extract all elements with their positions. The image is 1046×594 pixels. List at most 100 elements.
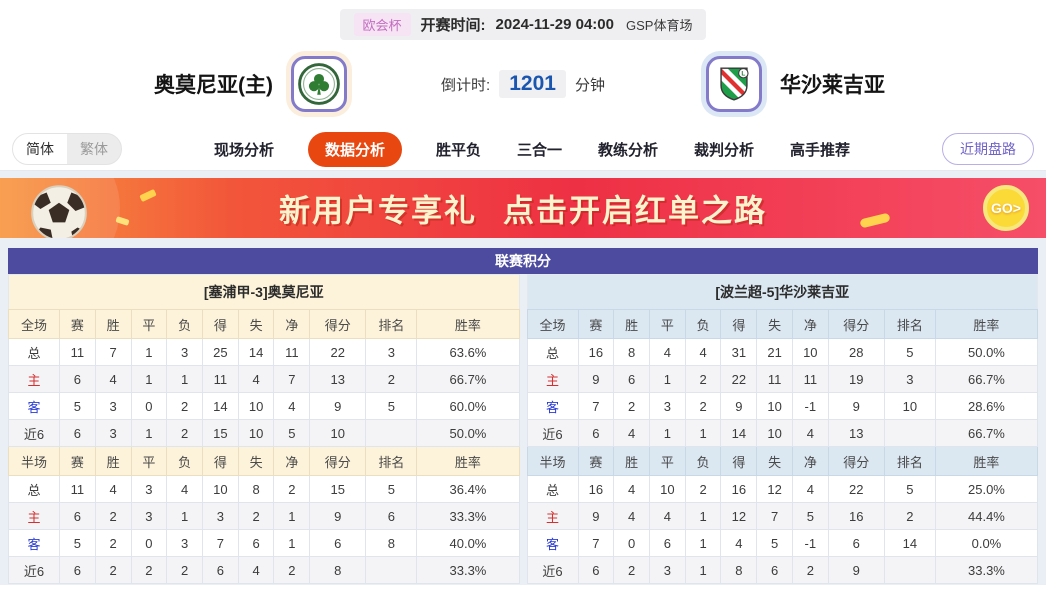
table-cell: 6 bbox=[756, 556, 793, 584]
row-label: 主 bbox=[7, 502, 61, 530]
promo-banner[interactable]: 新用户专享礼 点击开启红单之路 GO> bbox=[0, 178, 1046, 238]
tab-1[interactable]: 数据分析 bbox=[307, 131, 402, 167]
table-cell: 12 bbox=[756, 475, 793, 503]
table-cell: 2 bbox=[130, 556, 168, 584]
home-team-name: 奥莫尼亚(主) bbox=[154, 74, 274, 97]
recent-odds-button[interactable]: 近期盘路 bbox=[942, 133, 1034, 165]
table-cell: 1 bbox=[130, 365, 168, 393]
table-cell: 10 bbox=[237, 392, 275, 420]
table-row: 近6 6 3 1 2 15 10 5 10 50.0% bbox=[7, 419, 520, 447]
table-cell: 2 bbox=[237, 502, 275, 530]
table-cell: 5 bbox=[59, 529, 96, 557]
table-cell: 22 bbox=[309, 338, 367, 366]
column-header: 赛 bbox=[577, 309, 615, 339]
table-cell: 6 bbox=[613, 365, 651, 393]
column-header: 失 bbox=[756, 446, 793, 476]
table-cell: 6 bbox=[577, 419, 615, 447]
ribbon-swoosh-icon bbox=[859, 212, 891, 229]
column-header: 胜率 bbox=[934, 309, 1039, 339]
table-cell: 4 bbox=[613, 419, 651, 447]
column-header: 排名 bbox=[883, 446, 936, 476]
column-header: 胜 bbox=[94, 309, 132, 339]
table-cell: 7 bbox=[201, 529, 239, 557]
column-header: 半场 bbox=[526, 446, 579, 476]
table-cell: 16 bbox=[577, 475, 615, 503]
table-row: 客 5 3 0 2 14 10 4 9 5 60.0% bbox=[7, 392, 520, 420]
column-header: 全场 bbox=[526, 309, 579, 339]
table-cell: 16 bbox=[827, 502, 885, 530]
table-cell: 4 bbox=[273, 392, 311, 420]
table-cell: 66.7% bbox=[934, 365, 1039, 393]
table-cell: 22 bbox=[827, 475, 885, 503]
row-label: 近6 bbox=[526, 419, 579, 447]
table-cell: 12 bbox=[720, 502, 758, 530]
banner-subtitle: 点击开启红单之路 bbox=[503, 193, 767, 229]
table-cell: 4 bbox=[649, 338, 686, 366]
table-cell: 7 bbox=[577, 392, 615, 420]
confetti-icon bbox=[115, 216, 130, 226]
standings-title: 联赛积分 bbox=[8, 248, 1038, 274]
table-cell: 10 bbox=[756, 392, 793, 420]
table-cell: 3 bbox=[166, 338, 203, 366]
table-cell: 4 bbox=[237, 556, 275, 584]
tab-0[interactable]: 现场分析 bbox=[213, 141, 274, 159]
column-header: 净 bbox=[273, 446, 311, 476]
column-header: 负 bbox=[684, 309, 722, 339]
tab-4[interactable]: 教练分析 bbox=[598, 141, 659, 159]
table-cell: 4 bbox=[791, 419, 829, 447]
table-cell: 4 bbox=[94, 475, 132, 503]
table-cell: 8 bbox=[237, 475, 275, 503]
table-row: 总 11 4 3 4 10 8 2 15 5 36.4% bbox=[7, 475, 520, 503]
column-header-row: 全场赛胜平负得失净得分 排名 胜率 bbox=[526, 309, 1039, 339]
column-header: 胜 bbox=[94, 446, 132, 476]
venue-label: GSP体育场 bbox=[625, 18, 693, 33]
away-standings-table: 全场赛胜平负得失净得分 排名 胜率总 16 8 4 4 31 21 10 28 5 50.0% 主 9 6 1 2… bbox=[526, 309, 1039, 584]
countdown-label: 倒计时: bbox=[441, 76, 491, 94]
row-label: 近6 bbox=[7, 556, 61, 584]
table-cell: 2 bbox=[94, 556, 132, 584]
lang-traditional[interactable]: 繁体 bbox=[80, 141, 108, 157]
table-cell: 6 bbox=[59, 556, 96, 584]
row-label: 客 bbox=[7, 529, 61, 557]
table-cell: 16 bbox=[577, 338, 615, 366]
table-cell: 2 bbox=[791, 556, 829, 584]
table-cell: 11 bbox=[59, 338, 96, 366]
column-header: 负 bbox=[166, 446, 203, 476]
table-cell: 11 bbox=[273, 338, 311, 366]
go-button[interactable]: GO> bbox=[983, 185, 1029, 231]
table-cell: 6 bbox=[577, 556, 615, 584]
table-cell: 11 bbox=[201, 365, 239, 393]
table-cell: 9 bbox=[309, 502, 367, 530]
row-label: 近6 bbox=[7, 419, 61, 447]
lang-simplified[interactable]: 简体 bbox=[13, 134, 67, 164]
table-cell: 9 bbox=[309, 392, 367, 420]
table-cell: 14 bbox=[201, 392, 239, 420]
table-cell: 11 bbox=[756, 365, 793, 393]
table-cell: 28.6% bbox=[934, 392, 1039, 420]
tab-5[interactable]: 裁判分析 bbox=[694, 141, 755, 159]
table-cell: 4 bbox=[684, 338, 722, 366]
table-cell: 1 bbox=[649, 365, 686, 393]
table-cell: 10 bbox=[883, 392, 936, 420]
table-cell: 6 bbox=[59, 502, 96, 530]
table-cell: 10 bbox=[201, 475, 239, 503]
table-cell: 3 bbox=[883, 365, 936, 393]
column-header: 得 bbox=[720, 309, 758, 339]
table-cell: 9 bbox=[827, 556, 885, 584]
table-cell: 50.0% bbox=[416, 419, 520, 447]
table-cell: 7 bbox=[756, 502, 793, 530]
banner-text: 新用户专享礼 点击开启红单之路 bbox=[279, 186, 767, 231]
tab-3[interactable]: 三合一 bbox=[516, 141, 562, 159]
table-cell: 4 bbox=[720, 529, 758, 557]
table-cell: 6 bbox=[365, 502, 418, 530]
column-header-row: 半场赛胜平负得失净得分 排名 胜率 bbox=[7, 446, 520, 476]
table-cell: 6 bbox=[649, 529, 686, 557]
table-cell: 5 bbox=[883, 475, 936, 503]
tab-2[interactable]: 胜平负 bbox=[435, 141, 481, 159]
tab-6[interactable]: 高手推荐 bbox=[790, 141, 851, 159]
column-header: 赛 bbox=[577, 446, 615, 476]
content-area: 新用户专享礼 点击开启红单之路 GO> 联赛积分 [塞浦甲-3]奥莫尼亚 全场赛胜… bbox=[0, 171, 1046, 585]
table-cell: 25.0% bbox=[934, 475, 1039, 503]
table-cell: 3 bbox=[130, 475, 168, 503]
table-row: 客 7 2 3 2 9 10 -1 9 10 28.6% bbox=[526, 392, 1039, 420]
